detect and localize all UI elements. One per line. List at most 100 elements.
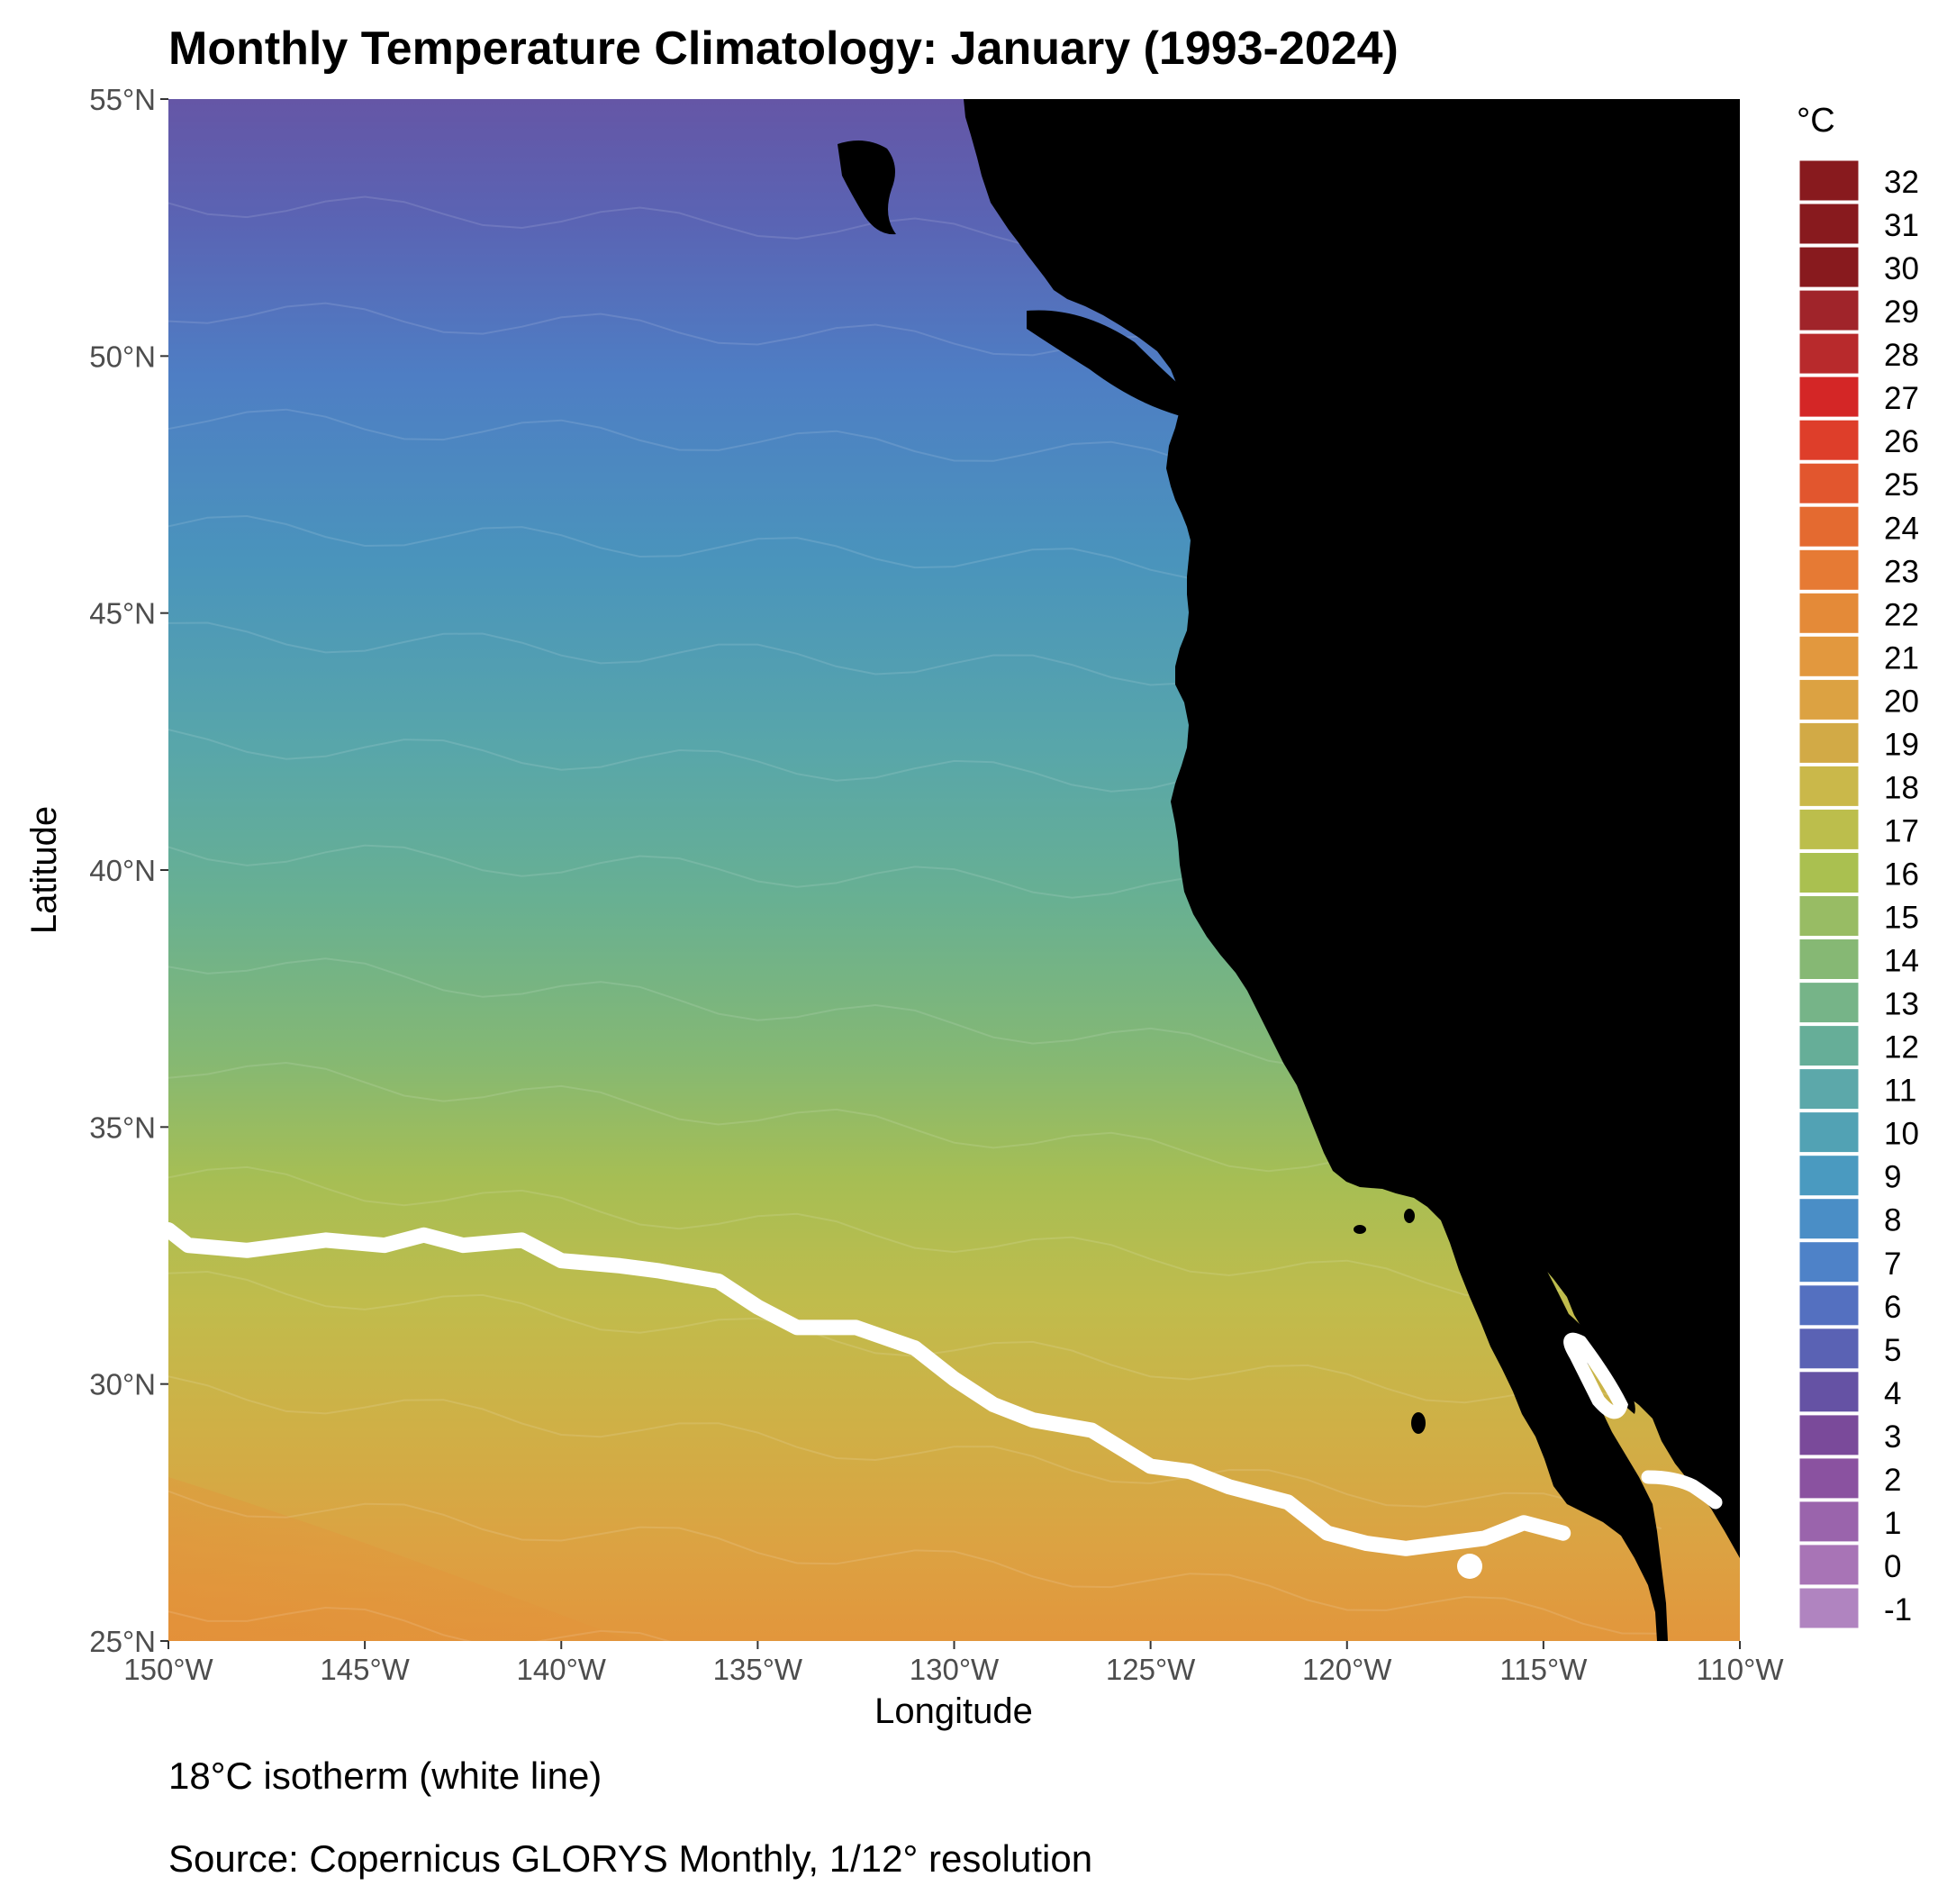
legend-label: 21 bbox=[1884, 640, 1919, 675]
legend-label: 17 bbox=[1884, 814, 1919, 849]
y-tick-label: 35°N bbox=[89, 1111, 156, 1144]
legend-swatch bbox=[1798, 1371, 1860, 1413]
legend-label: 11 bbox=[1884, 1074, 1916, 1109]
legend-label: 5 bbox=[1884, 1333, 1901, 1368]
legend-label: 13 bbox=[1884, 987, 1919, 1022]
legend-swatch bbox=[1798, 505, 1860, 548]
y-tick-label: 25°N bbox=[89, 1625, 156, 1658]
legend-label: 32 bbox=[1884, 165, 1919, 200]
caption-isotherm-note: 18°C isotherm (white line) bbox=[168, 1754, 602, 1797]
legend-label: 1 bbox=[1884, 1506, 1901, 1541]
legend-swatch bbox=[1798, 462, 1860, 504]
haida-gwaii-island bbox=[838, 141, 896, 235]
x-tick-label: 140°W bbox=[517, 1653, 607, 1686]
legend-label: 26 bbox=[1884, 424, 1919, 459]
isotherm-blob bbox=[1457, 1554, 1482, 1579]
legend-label: -1 bbox=[1884, 1592, 1912, 1627]
legend-label: 8 bbox=[1884, 1203, 1901, 1238]
legend-label: 2 bbox=[1884, 1463, 1901, 1498]
legend-swatch bbox=[1798, 1068, 1860, 1111]
x-tick-label: 135°W bbox=[713, 1653, 803, 1686]
legend-swatch bbox=[1798, 808, 1860, 850]
y-axis-title: Latitude bbox=[24, 806, 64, 934]
legend-label: 31 bbox=[1884, 208, 1919, 243]
y-tick-label: 55°N bbox=[89, 83, 156, 116]
legend-label: 4 bbox=[1884, 1376, 1901, 1411]
x-tick-label: 120°W bbox=[1302, 1653, 1392, 1686]
legend-label: 16 bbox=[1884, 857, 1919, 893]
legend-label: 28 bbox=[1884, 338, 1919, 373]
island-dot-3 bbox=[1404, 1209, 1415, 1223]
legend-label: 3 bbox=[1884, 1419, 1901, 1455]
legend-label: 18 bbox=[1884, 770, 1919, 805]
isotherm-gulf-segment bbox=[1563, 1332, 1629, 1419]
legend-swatch bbox=[1798, 419, 1860, 461]
island-dot-1 bbox=[1411, 1412, 1426, 1434]
y-tick-label: 40°N bbox=[89, 854, 156, 887]
x-axis-title: Longitude bbox=[874, 1691, 1033, 1731]
legend-swatch bbox=[1798, 203, 1860, 245]
legend-swatch bbox=[1798, 1544, 1860, 1586]
y-tick-label: 45°N bbox=[89, 597, 156, 630]
island-dot-2 bbox=[1354, 1225, 1366, 1234]
legend-swatch bbox=[1798, 1198, 1860, 1240]
warm-water-region bbox=[168, 1477, 630, 1641]
legend-label: 7 bbox=[1884, 1247, 1901, 1282]
legend-label: 25 bbox=[1884, 467, 1919, 503]
isotherm-18c-line bbox=[168, 1222, 1571, 1556]
contour-line bbox=[168, 1606, 672, 1641]
legend-swatch bbox=[1798, 549, 1860, 591]
legend-label: 9 bbox=[1884, 1160, 1901, 1195]
legend-label: 22 bbox=[1884, 597, 1919, 632]
x-axis: 150°W 145°W 140°W 135°W 130°W 125°W 120°W 115°W… bbox=[123, 1641, 1784, 1686]
legend-label: 14 bbox=[1884, 944, 1919, 979]
contour-line bbox=[168, 1165, 1662, 1300]
north-america-landmass bbox=[964, 99, 1740, 1641]
color-legend: 3231302928272625242322212019181716151413… bbox=[1798, 159, 1919, 1629]
legend-swatch bbox=[1798, 678, 1860, 721]
legend-label: 10 bbox=[1884, 1117, 1919, 1152]
legend-swatch bbox=[1798, 1155, 1860, 1197]
legend-swatch bbox=[1798, 592, 1860, 634]
legend-label: 19 bbox=[1884, 727, 1919, 762]
x-tick-label: 125°W bbox=[1106, 1653, 1196, 1686]
x-tick-label: 110°W bbox=[1697, 1653, 1785, 1686]
legend-label: 30 bbox=[1884, 251, 1919, 286]
legend-swatch bbox=[1798, 1025, 1860, 1067]
legend-swatch bbox=[1798, 1111, 1860, 1154]
legend-label: 23 bbox=[1884, 554, 1919, 589]
legend-swatch bbox=[1798, 376, 1860, 418]
contour-line bbox=[168, 1375, 1662, 1530]
caption-source: Source: Copernicus GLORYS Monthly, 1/12°… bbox=[168, 1837, 1093, 1880]
legend-swatch bbox=[1798, 852, 1860, 893]
vancouver-island bbox=[1027, 310, 1225, 423]
legend-swatch bbox=[1798, 1284, 1860, 1327]
legend-swatch bbox=[1798, 721, 1860, 764]
legend-label: 15 bbox=[1884, 901, 1919, 936]
legend-swatch bbox=[1798, 246, 1860, 288]
y-axis: 25°N 30°N 35°N 40°N 45°N 50°N 55°N bbox=[89, 83, 168, 1658]
legend-swatch bbox=[1798, 289, 1860, 331]
legend-label: 24 bbox=[1884, 511, 1919, 546]
contour-line bbox=[168, 1490, 1662, 1635]
legend-title: °C bbox=[1797, 102, 1835, 140]
map-panel bbox=[168, 99, 1740, 1641]
legend-label: 0 bbox=[1884, 1549, 1901, 1584]
legend-swatch bbox=[1798, 1501, 1860, 1543]
legend-swatch bbox=[1798, 159, 1860, 202]
legend-swatch bbox=[1798, 765, 1860, 807]
legend-label: 12 bbox=[1884, 1030, 1919, 1065]
legend-swatch bbox=[1798, 332, 1860, 375]
legend-label: 6 bbox=[1884, 1290, 1901, 1325]
isotherm-east-segment bbox=[1641, 1470, 1723, 1510]
legend-swatch bbox=[1798, 938, 1860, 980]
x-tick-label: 145°W bbox=[320, 1653, 410, 1686]
legend-swatch bbox=[1798, 895, 1860, 937]
legend-swatch bbox=[1798, 1587, 1860, 1629]
legend-label: 20 bbox=[1884, 684, 1919, 719]
legend-swatch bbox=[1798, 1328, 1860, 1370]
legend-swatch bbox=[1798, 982, 1860, 1024]
legend-label: 29 bbox=[1884, 295, 1919, 330]
legend-swatch bbox=[1798, 1457, 1860, 1500]
